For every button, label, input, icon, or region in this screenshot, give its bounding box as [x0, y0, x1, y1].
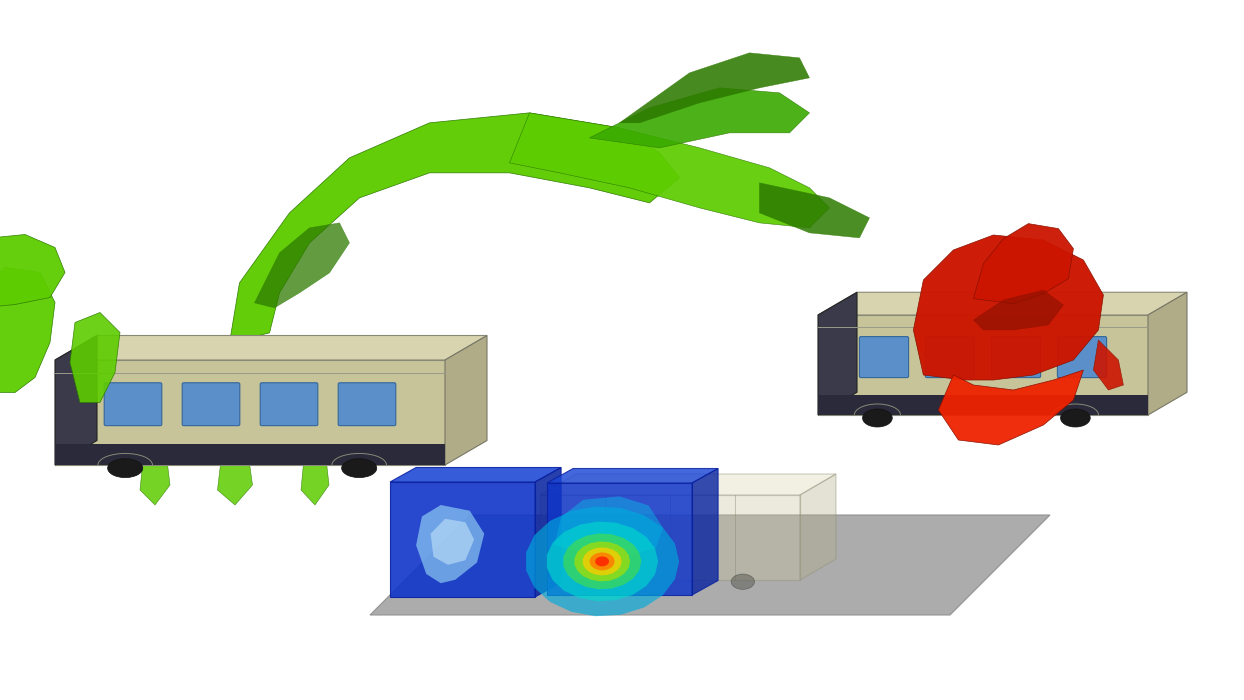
Polygon shape [590, 88, 810, 148]
FancyBboxPatch shape [260, 383, 317, 426]
Polygon shape [819, 293, 1187, 315]
Polygon shape [595, 556, 610, 566]
Polygon shape [582, 547, 622, 575]
Polygon shape [819, 315, 1148, 415]
Polygon shape [819, 293, 857, 415]
FancyBboxPatch shape [860, 337, 908, 377]
Ellipse shape [108, 458, 143, 477]
Polygon shape [369, 515, 1050, 615]
Polygon shape [590, 552, 615, 570]
FancyBboxPatch shape [182, 383, 240, 426]
FancyBboxPatch shape [104, 383, 162, 426]
Polygon shape [70, 312, 119, 402]
Polygon shape [141, 460, 170, 505]
Polygon shape [55, 335, 97, 465]
Polygon shape [445, 335, 486, 465]
Polygon shape [547, 468, 718, 483]
Polygon shape [973, 223, 1074, 304]
Polygon shape [819, 395, 1148, 415]
Polygon shape [973, 290, 1064, 330]
Polygon shape [547, 522, 658, 601]
Polygon shape [255, 223, 350, 308]
Polygon shape [547, 483, 692, 595]
Polygon shape [1093, 340, 1123, 390]
Ellipse shape [862, 409, 892, 427]
Polygon shape [535, 468, 561, 597]
Polygon shape [692, 468, 718, 595]
Polygon shape [800, 474, 836, 580]
Polygon shape [526, 507, 679, 616]
Polygon shape [415, 505, 484, 583]
Polygon shape [938, 370, 1084, 445]
Polygon shape [391, 468, 561, 482]
Polygon shape [301, 460, 328, 505]
Ellipse shape [1061, 409, 1090, 427]
Polygon shape [760, 183, 870, 238]
Polygon shape [55, 360, 445, 465]
Polygon shape [540, 495, 800, 580]
FancyBboxPatch shape [1057, 337, 1107, 377]
Polygon shape [555, 496, 663, 556]
FancyBboxPatch shape [991, 337, 1040, 377]
Polygon shape [575, 542, 631, 581]
Ellipse shape [575, 574, 598, 589]
Ellipse shape [342, 458, 377, 477]
FancyBboxPatch shape [926, 337, 974, 377]
Polygon shape [55, 444, 445, 465]
Polygon shape [0, 267, 55, 393]
FancyBboxPatch shape [338, 383, 396, 426]
Polygon shape [510, 113, 830, 228]
Polygon shape [0, 234, 65, 307]
Polygon shape [564, 533, 642, 589]
Polygon shape [229, 113, 679, 343]
Polygon shape [620, 53, 810, 123]
Polygon shape [540, 474, 836, 495]
Polygon shape [1148, 293, 1187, 415]
Polygon shape [55, 335, 486, 360]
Polygon shape [218, 460, 253, 505]
Ellipse shape [731, 574, 755, 589]
Polygon shape [913, 235, 1103, 380]
Polygon shape [391, 482, 535, 597]
Polygon shape [430, 519, 474, 565]
